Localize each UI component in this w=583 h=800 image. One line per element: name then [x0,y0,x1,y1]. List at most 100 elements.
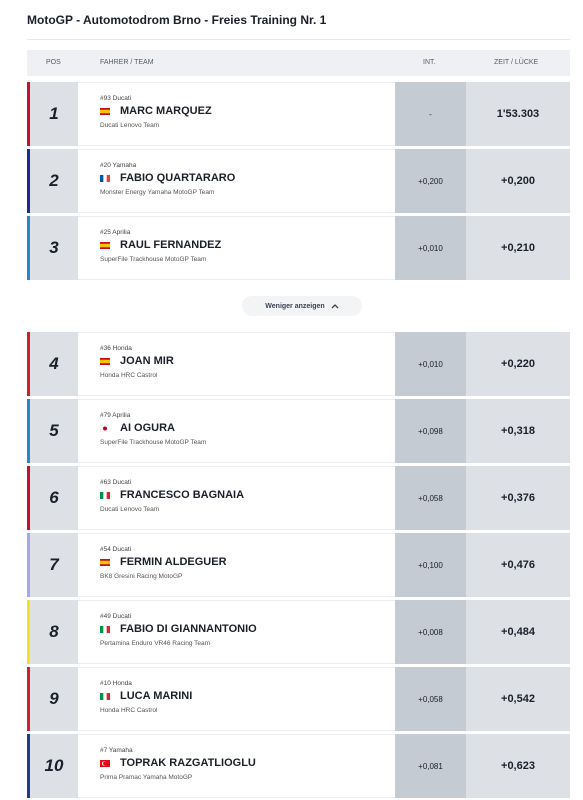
flag [100,425,110,432]
flag [100,492,110,499]
column-header: POS [46,59,61,66]
bike-number: #54 Ducati [100,546,132,553]
position: 1 [27,82,78,146]
bike-number: #10 Honda [100,680,132,687]
team-name: Pertamina Enduro VR46 Racing Team [100,640,211,647]
bike-number: #25 Aprilia [100,229,131,236]
bike-number: #63 Ducati [100,479,132,486]
toggle-label: Weniger anzeigen [265,302,325,310]
driver-cell: #63 Ducati FRANCESCO BAGNAIA Ducati Lenovo… [78,466,395,530]
driver-cell: #54 Ducati FERMIN ALDEGUER BK8 Gresini Rac… [78,533,395,597]
table-row: 2 #20 Yamaha FABIO QUARTARARO Monster Energ… [27,149,570,213]
position: 10 [27,734,78,798]
interval: +0,010 [395,216,466,280]
driver-cell: #20 Yamaha FABIO QUARTARARO Monster Energy… [78,149,395,213]
position: 3 [27,216,78,280]
table-row: 5 #79 Aprilia AI OGURA SuperFile Trackhouse… [27,399,570,463]
table-row: 7 #54 Ducati FERMIN ALDEGUER BK8 Gresini Ra… [27,533,570,597]
interval: +0,200 [395,149,466,213]
flag [100,626,110,633]
position: 6 [27,466,78,530]
interval: +0,081 [395,734,466,798]
interval: +0,098 [395,399,466,463]
gap-time: 1'53.303 [466,82,570,146]
interval: +0,100 [395,533,466,597]
driver-cell: #36 Honda JOAN MIR Honda HRC Castrol [78,332,395,396]
interval: +0,058 [395,466,466,530]
team-name: SuperFile Trackhouse MotoGP Team [100,439,207,446]
toggle-button[interactable]: Weniger anzeigen [242,296,362,316]
team-name: Honda HRC Castrol [100,707,158,714]
table-row: 9 #10 Honda LUCA MARINI Honda HRC Castrol +0… [27,667,570,731]
position: 9 [27,667,78,731]
rider-name: JOAN MIR [120,355,174,367]
flag [100,760,110,767]
position: 5 [27,399,78,463]
team-name: Ducati Lenovo Team [100,122,160,129]
driver-cell: #25 Aprilia RAUL FERNANDEZ SuperFile Track… [78,216,395,280]
gap-time: +0,623 [466,734,570,798]
team-name: Honda HRC Castrol [100,372,158,379]
rider-name: FABIO DI GIANNANTONIO [120,623,257,635]
gap-time: +0,220 [466,332,570,396]
gap-time: +0,318 [466,399,570,463]
driver-cell: #93 Ducati MARC MARQUEZ Ducati Lenovo Team [78,82,395,146]
column-header: ZEIT / LÜCKE [494,59,539,66]
flag [100,108,110,115]
table-row: 10 #7 Yamaha TOPRAK RAZGATLIOGLU Prima Pram… [27,734,570,798]
table-row: 3 #25 Aprilia RAUL FERNANDEZ SuperFile Trac… [27,216,570,280]
table-row: 1 #93 Ducati MARC MARQUEZ Ducati Lenovo Tea… [27,82,570,146]
table-row: 6 #63 Ducati FRANCESCO BAGNAIA Ducati Lenov… [27,466,570,530]
rider-name: MARC MARQUEZ [120,105,212,117]
driver-cell: #10 Honda LUCA MARINI Honda HRC Castrol [78,667,395,731]
interval: +0,010 [395,332,466,396]
driver-cell: #7 Yamaha TOPRAK RAZGATLIOGLU Prima Pramac… [78,734,395,798]
interval: - [395,82,466,146]
gap-time: +0,210 [466,216,570,280]
position: 7 [27,533,78,597]
rider-name: AI OGURA [120,422,175,434]
driver-cell: #49 Ducati FABIO DI GIANNANTONIO Pertamina… [78,600,395,664]
bike-number: #49 Ducati [100,613,132,620]
bike-number: #36 Honda [100,345,132,352]
flag [100,559,110,566]
column-header: FAHRER / TEAM [100,59,154,66]
team-name: Ducati Lenovo Team [100,506,160,513]
gap-time: +0,200 [466,149,570,213]
team-name: Prima Pramac Yamaha MotoGP [100,774,193,781]
divider [27,39,570,40]
team-name: Monster Energy Yamaha MotoGP Team [100,189,215,196]
flag [100,693,110,700]
page-title: MotoGP - Automotodrom Brno - Freies Trai… [27,13,327,27]
gap-time: +0,376 [466,466,570,530]
rider-name: FERMIN ALDEGUER [120,556,227,568]
table-row: 4 #36 Honda JOAN MIR Honda HRC Castrol +0,01… [27,332,570,396]
flag [100,242,110,249]
gap-time: +0,484 [466,600,570,664]
rider-name: TOPRAK RAZGATLIOGLU [120,757,256,769]
team-name: SuperFile Trackhouse MotoGP Team [100,256,207,263]
rider-name: LUCA MARINI [120,690,193,702]
interval: +0,008 [395,600,466,664]
table-row: 8 #49 Ducati FABIO DI GIANNANTONIO Pertamin… [27,600,570,664]
flag [100,175,110,182]
bike-number: #93 Ducati [100,95,132,102]
flag [100,358,110,365]
driver-cell: #79 Aprilia AI OGURA SuperFile Trackhouse … [78,399,395,463]
position: 8 [27,600,78,664]
interval: +0,058 [395,667,466,731]
column-header: INT. [423,59,436,66]
bike-number: #79 Aprilia [100,412,131,419]
gap-time: +0,476 [466,533,570,597]
gap-time: +0,542 [466,667,570,731]
rider-name: FABIO QUARTARARO [120,172,236,184]
chevron-up [331,304,339,309]
rider-name: FRANCESCO BAGNAIA [120,489,245,501]
table-header: POS FAHRER / TEAM INT. ZEIT / LÜCKE [27,50,570,76]
bike-number: #20 Yamaha [100,162,137,169]
bike-number: #7 Yamaha [100,747,133,754]
position: 4 [27,332,78,396]
rider-name: RAUL FERNANDEZ [120,239,222,251]
team-name: BK8 Gresini Racing MotoGP [100,573,183,580]
